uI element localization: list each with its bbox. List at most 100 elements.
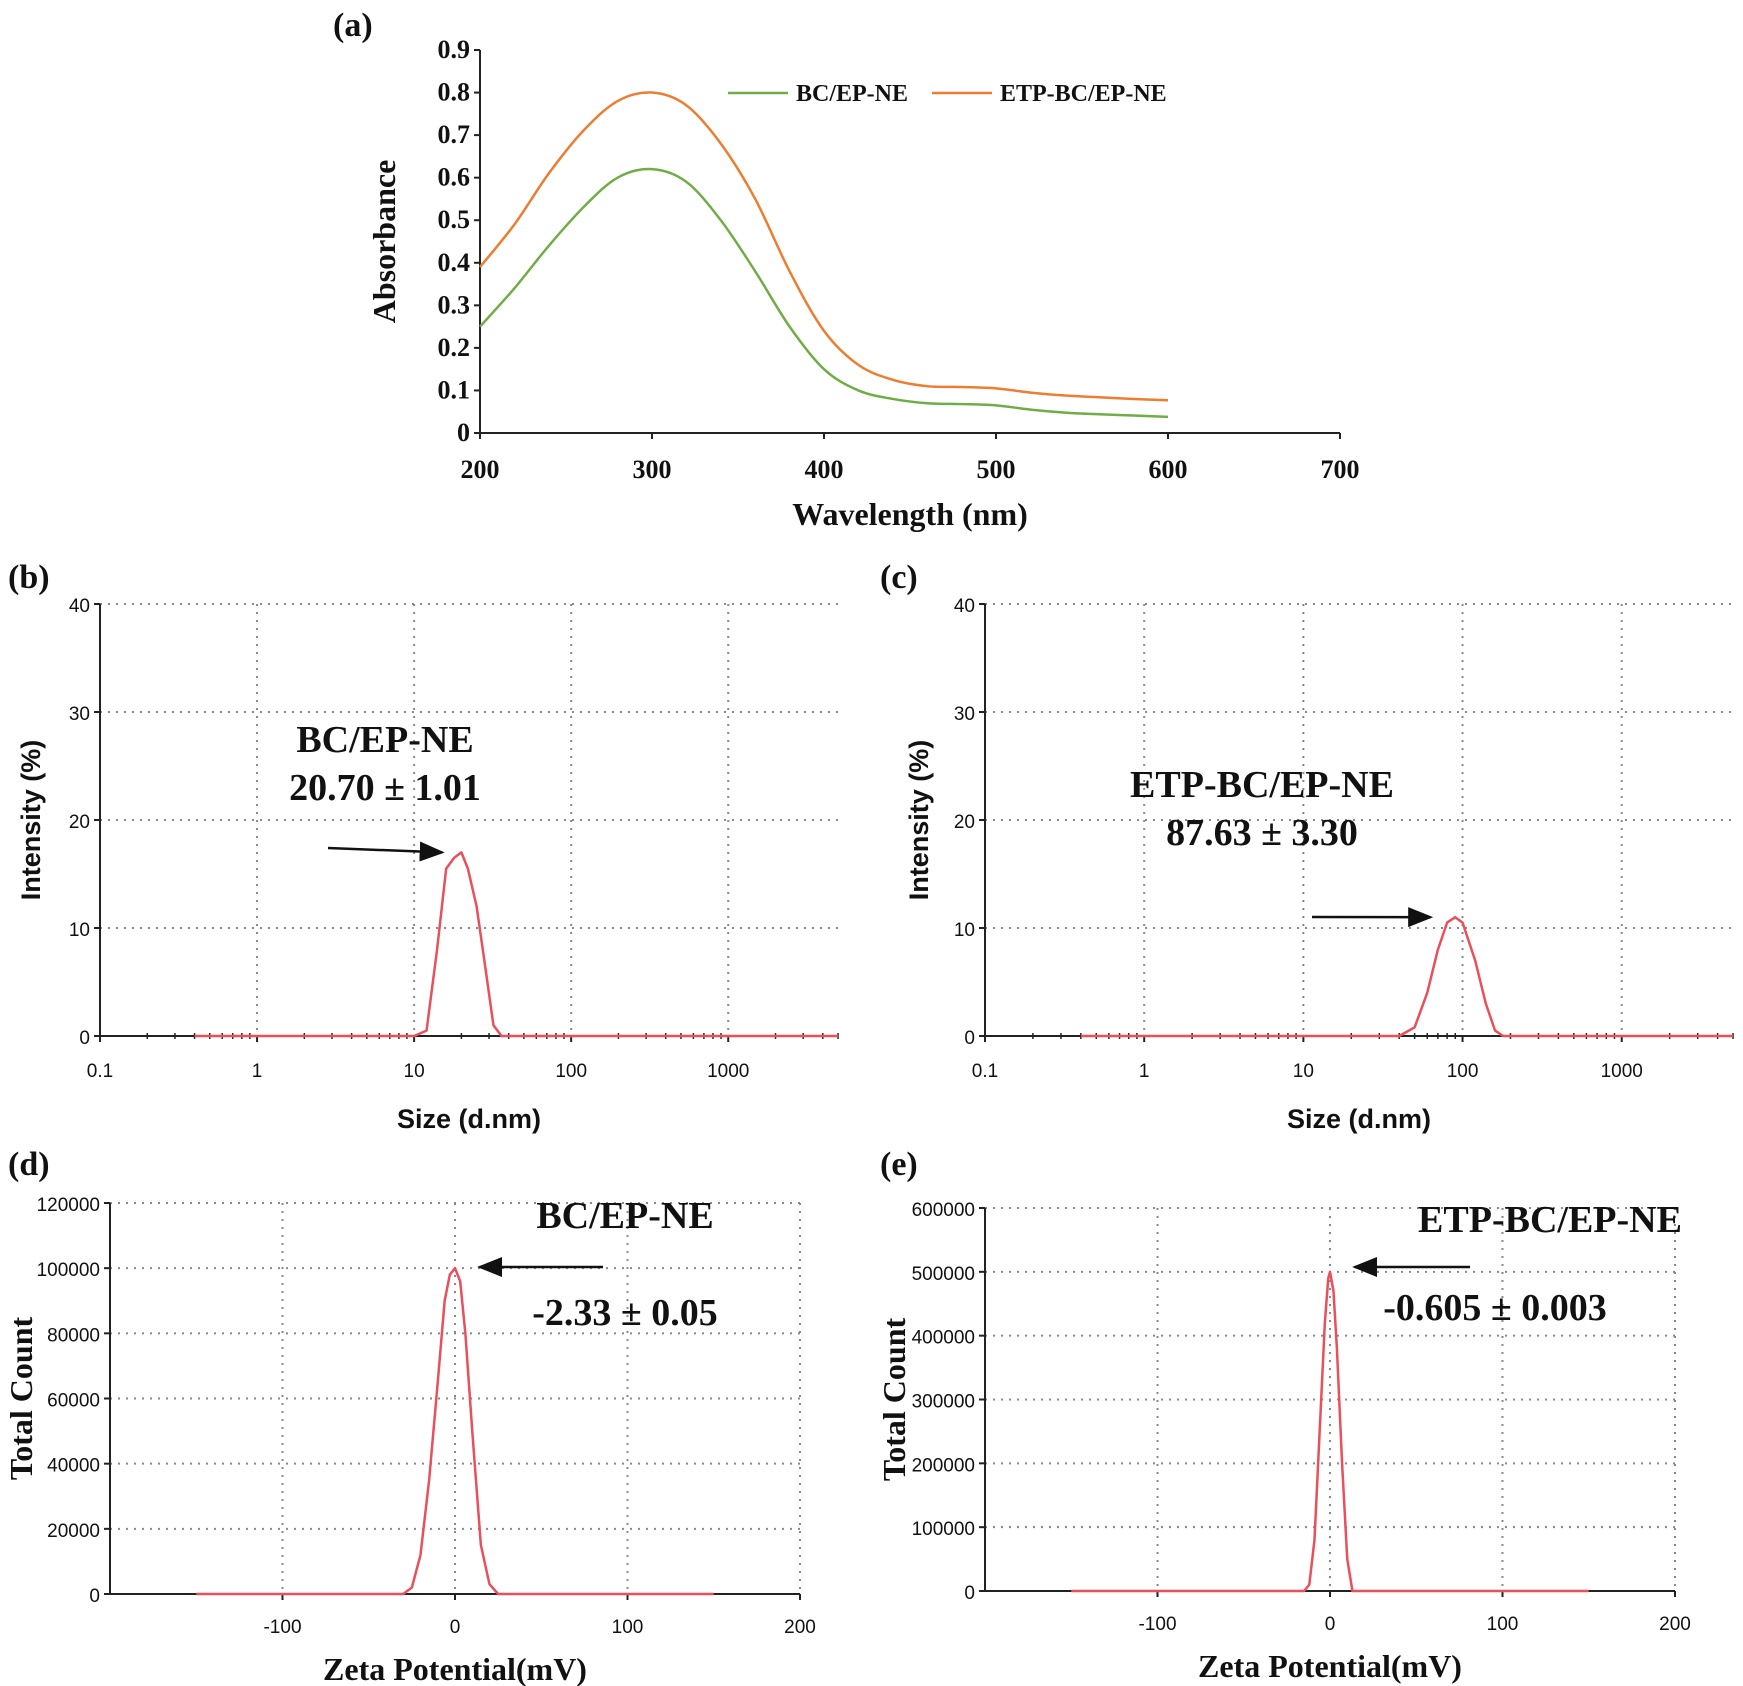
y-tick-label: 500000 xyxy=(912,1264,975,1285)
y-tick-label: 0 xyxy=(964,1028,975,1049)
y-tick-label: 60000 xyxy=(47,1391,100,1412)
y-tick-label: 600000 xyxy=(912,1200,975,1221)
annotation-value: 87.63 ± 3.30 xyxy=(1166,812,1358,854)
y-axis-title: Intensity (%) xyxy=(16,740,46,901)
x-tick-label: 200 xyxy=(1659,1614,1691,1635)
annotation-label: ETP-BC/EP-NE xyxy=(1418,1199,1682,1241)
y-tick-label: 100000 xyxy=(37,1260,100,1281)
x-tick-label: 100 xyxy=(1487,1614,1519,1635)
y-tick-label: 40 xyxy=(954,596,975,617)
chart-panel-1: (a) 200 300 400 500 600 700 0 0.1 0.2 0.3 0.4 0.5 0.6… xyxy=(333,7,1360,532)
y-axis-title: Absorbance xyxy=(366,160,402,324)
x-tick-label: 400 xyxy=(805,455,844,484)
x-tick-label: 100 xyxy=(555,1061,587,1082)
x-tick-label: 500 xyxy=(977,455,1016,484)
chart-panel-5: (e) -100 0 100 200 0 100000 200000 300000 400000 5… xyxy=(876,1146,1691,1684)
annotation-value: -2.33 ± 0.05 xyxy=(532,1292,718,1334)
annotation-value: 20.70 ± 1.01 xyxy=(289,767,481,809)
y-tick-label: 30 xyxy=(69,704,90,725)
annotation-label: ETP-BC/EP-NE xyxy=(1130,764,1394,806)
series-line-1 xyxy=(1071,1270,1589,1593)
series-line-1 xyxy=(194,851,838,1038)
x-tick-label: 100 xyxy=(1447,1061,1479,1082)
x-tick-label: 0 xyxy=(1325,1614,1336,1635)
x-tick-label: 10 xyxy=(404,1061,425,1082)
chart-panel-4: (d) -100 0 100 200 0 20000 40000 60000 80000 10000… xyxy=(3,1146,816,1686)
y-tick-label: 20 xyxy=(954,812,975,833)
x-tick-label: 100 xyxy=(612,1617,644,1638)
x-axis-title: Size (d.nm) xyxy=(1287,1104,1431,1134)
y-tick-label: 200000 xyxy=(912,1455,975,1476)
series-line-1 xyxy=(1080,915,1733,1038)
x-tick-label: 10 xyxy=(1293,1061,1314,1082)
y-tick-label: 0.8 xyxy=(438,78,471,107)
panel-label: (b) xyxy=(8,559,50,596)
y-tick-label: 400000 xyxy=(912,1328,975,1349)
annotation-arrow xyxy=(327,841,445,862)
annotation: ETP-BC/EP-NE 87.63 ± 3.30 xyxy=(1130,764,1434,928)
y-axis-title: Total Count xyxy=(876,1318,912,1482)
y-tick-label: 0 xyxy=(89,1586,100,1607)
x-tick-label: 700 xyxy=(1321,455,1360,484)
annotation: BC/EP-NE -2.33 ± 0.05 xyxy=(477,1195,718,1334)
y-tick-label: 40000 xyxy=(47,1456,100,1477)
legend: BC/EP-NE ETP-BC/EP-NE xyxy=(728,81,1167,107)
annotation-value: -0.605 ± 0.003 xyxy=(1383,1287,1607,1329)
y-tick-label: 100000 xyxy=(912,1519,975,1540)
y-tick-label: 30 xyxy=(954,704,975,725)
series-line-1 xyxy=(196,1266,714,1596)
panel-label: (a) xyxy=(333,7,373,44)
x-tick-label: 200 xyxy=(461,455,500,484)
x-axis-title: Size (d.nm) xyxy=(397,1104,541,1134)
y-tick-label: 0.1 xyxy=(438,375,471,404)
x-tick-label: -100 xyxy=(1138,1614,1176,1635)
x-tick-label: 0.1 xyxy=(972,1061,998,1082)
panel-label: (d) xyxy=(8,1146,50,1183)
y-tick-label: 120000 xyxy=(37,1195,100,1216)
y-tick-label: 10 xyxy=(69,920,90,941)
legend-label-1: BC/EP-NE xyxy=(796,81,908,107)
series-line-1 xyxy=(479,167,1169,419)
x-tick-label: 1000 xyxy=(1601,1061,1643,1082)
x-tick-label: -100 xyxy=(263,1617,301,1638)
x-axis-title: Wavelength (nm) xyxy=(792,496,1028,532)
y-tick-label: 20 xyxy=(69,812,90,833)
y-tick-label: 0.6 xyxy=(438,163,471,192)
y-tick-label: 0 xyxy=(964,1583,975,1604)
x-tick-label: 0.1 xyxy=(87,1061,113,1082)
annotation-label: BC/EP-NE xyxy=(536,1195,713,1237)
chart-panel-2: (b) 0.1 1 10 100 1000 0 10 20 30 40 Size (d.nm) Inte… xyxy=(8,559,839,1134)
legend-label-2: ETP-BC/EP-NE xyxy=(1000,81,1167,107)
y-tick-label: 0 xyxy=(457,418,470,447)
y-tick-label: 20000 xyxy=(47,1521,100,1542)
y-tick-label: 40 xyxy=(69,596,90,617)
y-tick-label: 0.5 xyxy=(438,205,471,234)
x-tick-label: 1 xyxy=(1139,1061,1150,1082)
y-tick-label: 0.7 xyxy=(438,120,471,149)
y-axis-title: Intensity (%) xyxy=(904,740,934,901)
annotation: BC/EP-NE 20.70 ± 1.01 xyxy=(289,719,481,862)
y-tick-label: 0.3 xyxy=(438,290,471,319)
y-tick-label: 300000 xyxy=(912,1392,975,1413)
annotation: ETP-BC/EP-NE -0.605 ± 0.003 xyxy=(1352,1199,1682,1329)
y-axis-title: Total Count xyxy=(3,1317,39,1481)
y-tick-label: 10 xyxy=(954,920,975,941)
x-axis-title: Zeta Potential(mV) xyxy=(1198,1648,1462,1684)
series-line-2 xyxy=(479,91,1169,402)
x-tick-label: 600 xyxy=(1149,455,1188,484)
x-tick-label: 300 xyxy=(633,455,672,484)
x-axis-title: Zeta Potential(mV) xyxy=(323,1651,587,1686)
y-tick-label: 0.2 xyxy=(438,333,471,362)
x-tick-label: 0 xyxy=(450,1617,461,1638)
annotation-label: BC/EP-NE xyxy=(296,719,473,761)
x-tick-label: 1000 xyxy=(707,1061,749,1082)
chart-panel-3: (c) 0.1 1 10 100 1000 0 10 20 30 40 Size (d.nm) Inte… xyxy=(880,559,1734,1134)
panel-label: (c) xyxy=(880,559,918,596)
y-tick-label: 80000 xyxy=(47,1325,100,1346)
x-tick-label: 200 xyxy=(784,1617,816,1638)
panel-label: (e) xyxy=(880,1146,918,1183)
y-tick-label: 0 xyxy=(79,1028,90,1049)
x-tick-label: 1 xyxy=(252,1061,263,1082)
y-tick-label: 0.4 xyxy=(438,248,471,277)
